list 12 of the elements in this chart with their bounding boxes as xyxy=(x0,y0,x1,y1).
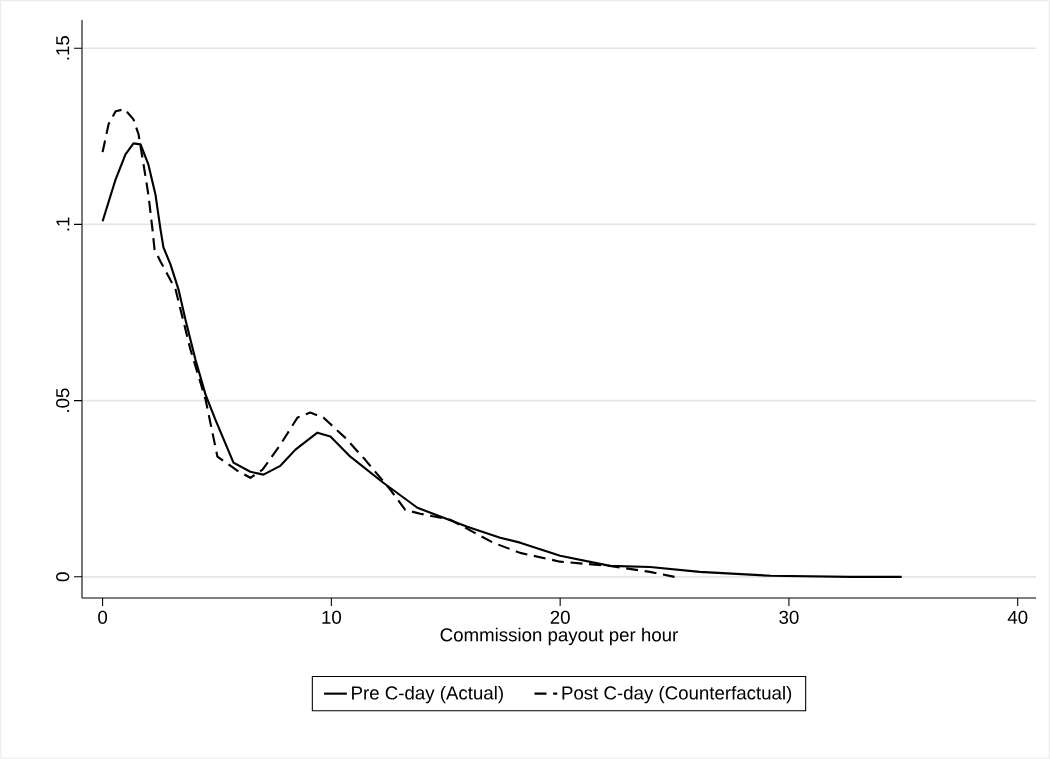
legend-label: Pre C-day (Actual) xyxy=(352,685,503,704)
y-tick-label: 0 xyxy=(56,572,70,582)
x-axis-title: Commission payout per hour xyxy=(440,627,678,646)
x-tick-label: 0 xyxy=(98,610,108,624)
x-tick-label: 20 xyxy=(550,610,570,624)
legend-label: Post C-day (Counterfactual) xyxy=(562,685,792,704)
x-tick-label: 30 xyxy=(779,610,799,624)
y-tick-label: .05 xyxy=(56,388,70,412)
x-tick-label: 40 xyxy=(1007,610,1028,624)
y-tick-label: .1 xyxy=(56,217,70,231)
x-tick-label: 10 xyxy=(322,610,342,624)
y-tick-label: .15 xyxy=(56,35,70,60)
